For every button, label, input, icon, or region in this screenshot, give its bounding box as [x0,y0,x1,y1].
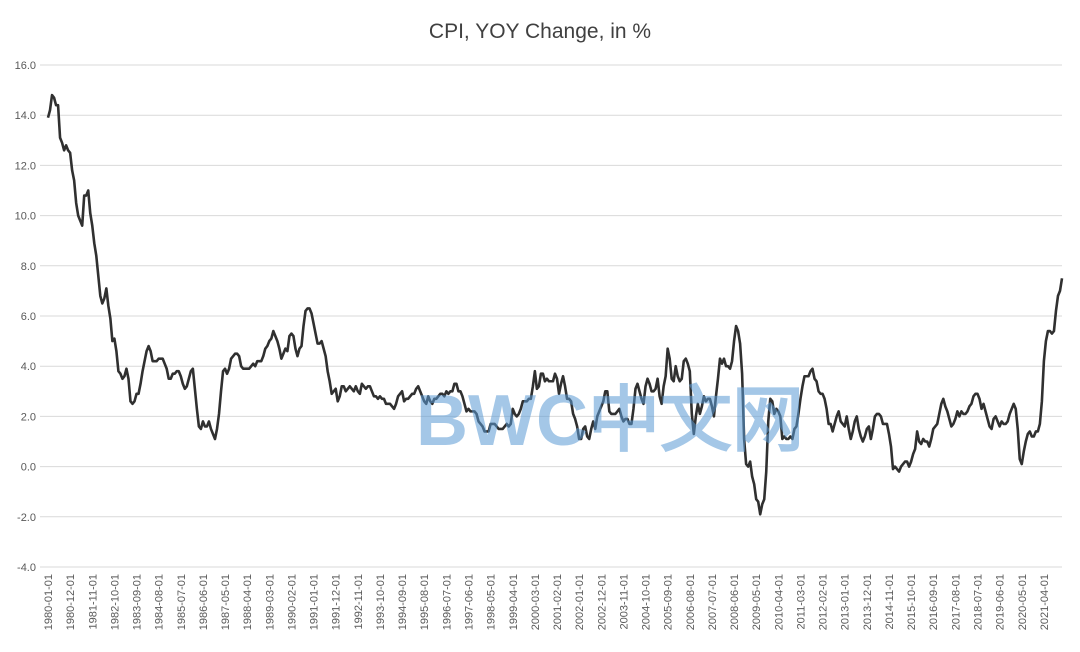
x-tick-label: 2009-05-01 [751,574,763,630]
x-tick-label: 1983-09-01 [132,574,144,630]
x-tick-label: 2000-03-01 [530,574,542,630]
x-tick-label: 1991-01-01 [309,574,321,630]
x-tick-label: 1995-08-01 [419,574,431,630]
x-tick-label: 2003-11-01 [618,574,630,629]
x-tick-label: 2010-04-01 [773,574,785,630]
x-tick-label: 1999-04-01 [508,574,520,630]
x-tick-label: 2015-10-01 [906,574,918,630]
x-tick-label: 2013-12-01 [862,574,874,630]
y-tick-label: 4.0 [21,361,36,373]
x-tick-label: 1988-04-01 [242,574,254,630]
x-tick-label: 1992-11-01 [353,574,365,629]
x-tick-label: 1980-12-01 [65,574,77,630]
y-tick-label: 10.0 [15,211,36,223]
x-tick-label: 1997-06-01 [463,574,475,630]
x-tick-label: 2021-04-01 [1039,574,1051,630]
x-tick-label: 2012-02-01 [818,574,830,630]
x-tick-label: 1993-10-01 [375,574,387,630]
x-tick-label: 1989-03-01 [264,574,276,630]
x-tick-label: 2008-06-01 [729,574,741,630]
x-tick-label: 1985-07-01 [176,574,188,630]
x-tick-label: 2002-12-01 [596,574,608,630]
x-tick-label: 1987-05-01 [220,574,232,630]
x-tick-label: 1986-06-01 [198,574,210,630]
y-tick-label: -2.0 [17,512,36,524]
x-tick-label: 2004-10-01 [641,574,653,630]
y-tick-label: 16.0 [15,60,36,72]
x-tick-label: 1998-05-01 [486,574,498,630]
x-tick-label: 2019-06-01 [995,574,1007,630]
x-tick-label: 2014-11-01 [884,574,896,629]
x-tick-label: 1990-02-01 [286,574,298,630]
chart-title: CPI, YOY Change, in % [429,20,651,43]
x-tick-label: 2016-09-01 [928,574,940,630]
x-tick-label: 1984-08-01 [154,574,166,630]
x-tick-label: 1994-09-01 [397,574,409,630]
x-tick-label: 2020-05-01 [1017,574,1029,630]
x-tick-label: 2007-07-01 [707,574,719,630]
x-tick-label: 2011-03-01 [795,574,807,629]
y-tick-label: 12.0 [15,160,36,172]
x-tick-label: 2005-09-01 [663,574,675,630]
x-tick-label: 2001-02-01 [552,574,564,630]
y-tick-label: 0.0 [21,462,36,474]
x-tick-label: 1982-10-01 [109,574,121,630]
y-tick-label: -4.0 [17,562,36,574]
x-tick-label: 2006-08-01 [685,574,697,630]
x-tick-label: 2018-07-01 [973,574,985,630]
x-tick-label: 2017-08-01 [950,574,962,630]
watermark: BWC中文网 [416,381,804,461]
y-tick-label: 8.0 [21,261,36,273]
x-tick-label: 1980-01-01 [43,574,55,630]
grid [40,64,1062,568]
y-tick-label: 14.0 [15,110,36,122]
x-tick-label: 1991-12-01 [331,574,343,630]
x-tick-label: 1996-07-01 [441,574,453,630]
data-line [46,93,1064,516]
x-tick-label: 2002-01-01 [574,574,586,630]
x-tick-label: 2013-01-01 [840,574,852,630]
x-tick-label: 1981-11-01 [87,574,99,629]
y-tick-label: 2.0 [21,411,36,423]
y-tick-label: 6.0 [21,311,36,323]
